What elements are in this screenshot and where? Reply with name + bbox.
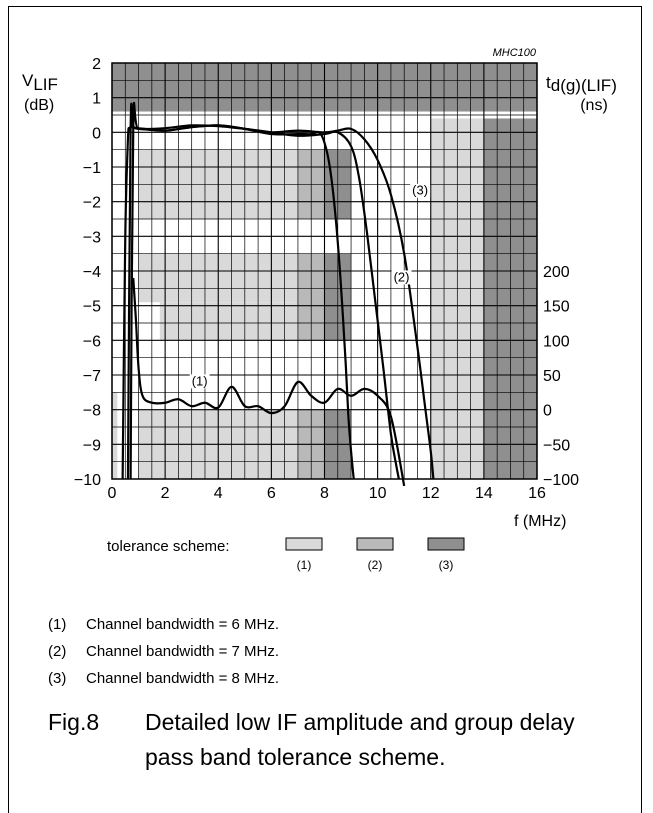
tolerance-region-9: [159, 302, 298, 341]
x-tick: 10: [369, 485, 387, 502]
note-1-text: Channel bandwidth = 6 MHz.: [86, 616, 280, 633]
y-axis-left-label: VLIF: [22, 71, 58, 94]
y-axis-right-unit: (ns): [580, 97, 608, 114]
legend-label-2: (2): [368, 558, 383, 572]
x-tick: 16: [528, 485, 546, 502]
note-3-number: (3): [48, 670, 67, 687]
y-tick-right: 200: [543, 264, 570, 281]
y-tick-left: 1: [92, 91, 101, 108]
curve-label-bg-3: [410, 183, 431, 198]
curves: [121, 101, 435, 487]
curve-amplitude-1: [121, 124, 355, 480]
y-tick-left: −4: [83, 264, 101, 281]
curve-group-delay-1: [132, 277, 406, 487]
x-tick: 2: [161, 485, 170, 502]
y-tick-left: −7: [83, 368, 101, 385]
legend-label-3: (3): [439, 558, 454, 572]
x-tick: 0: [108, 485, 117, 502]
y-tick-left: 0: [92, 125, 101, 142]
labels: MHC100210−1−2−3−4−5−6−7−8−9−102001501005…: [22, 47, 617, 572]
figure-code: MHC100: [493, 47, 537, 59]
y-axis-right-label: td(g)(LIF): [546, 73, 617, 95]
note-3-text: Channel bandwidth = 8 MHz.: [86, 670, 280, 687]
y-tick-left: −1: [83, 160, 101, 177]
y-tick-left: −8: [83, 403, 101, 420]
chart: MHC100210−1−2−3−4−5−6−7−8−9−102001501005…: [22, 47, 617, 572]
x-tick: 12: [422, 485, 440, 502]
note-1-number: (1): [48, 616, 67, 633]
y-axis-left-unit: (dB): [24, 97, 54, 114]
y-tick-left: −2: [83, 195, 101, 212]
note-1: (1) Channel bandwidth = 6 MHz.: [48, 616, 279, 633]
legend-swatch-1: [285, 537, 323, 551]
plot-border: [111, 62, 538, 480]
x-tick: 6: [267, 485, 276, 502]
x-tick: 14: [475, 485, 493, 502]
legend-label-1: (1): [297, 558, 312, 572]
y-tick-left: −5: [83, 299, 101, 316]
note-3: (3) Channel bandwidth = 8 MHz.: [48, 670, 279, 687]
y-tick-left: −9: [83, 437, 101, 454]
y-tick-right: 150: [543, 299, 570, 316]
curve-label-bg-2: [391, 270, 412, 285]
curve-label-3: (3): [412, 183, 428, 198]
caption-number: Fig.8: [48, 709, 100, 735]
y-tick-left: 2: [92, 56, 101, 73]
curve-label-bg-1: [189, 374, 210, 389]
y-tick-right: −100: [543, 472, 579, 489]
note-2-text: Channel bandwidth = 7 MHz.: [86, 643, 280, 660]
tolerance-region-4: [112, 392, 118, 479]
note-2: (2) Channel bandwidth = 7 MHz.: [48, 643, 279, 660]
y-tick-left: −6: [83, 333, 101, 350]
note-2-number: (2): [48, 643, 67, 660]
grid: [111, 62, 538, 480]
legend-title: tolerance scheme:: [107, 538, 230, 555]
x-tick: 4: [214, 485, 223, 502]
curve-label-1: (1): [192, 373, 208, 388]
y-tick-right: 0: [543, 403, 552, 420]
y-tick-left: −10: [74, 472, 101, 489]
figure-caption: Fig.8 Detailed low IF amplitude and group…: [48, 705, 615, 775]
y-tick-left: −3: [83, 229, 101, 246]
caption-text: Detailed low IF amplitude and group dela…: [145, 709, 575, 770]
y-tick-right: 50: [543, 368, 561, 385]
curve-amplitude-3: [129, 101, 435, 480]
legend-swatch-3: [427, 537, 465, 551]
x-tick: 8: [320, 485, 329, 502]
y-tick-right: 100: [543, 333, 570, 350]
curve-label-2: (2): [394, 269, 410, 284]
y-tick-right: −50: [543, 437, 570, 454]
x-axis-label: f (MHz): [514, 513, 566, 530]
legend-swatch-2: [356, 537, 394, 551]
figure-frame: [8, 6, 642, 813]
